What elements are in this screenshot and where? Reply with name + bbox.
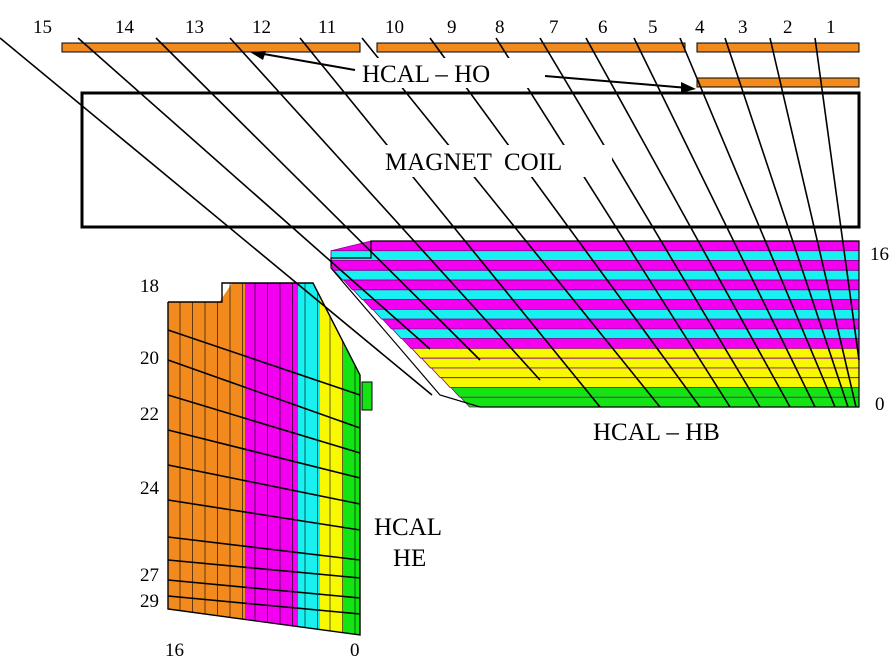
- hb-layer-8: [381, 318, 860, 330]
- hb-layer-11: [411, 348, 860, 359]
- hb-layer-5: [352, 289, 860, 300]
- hb-layer-15: [450, 387, 860, 398]
- tower-label-2: 2: [783, 17, 793, 38]
- eta-line-20: [167, 499, 361, 531]
- he-bottom-label-left: 16: [165, 640, 184, 661]
- hb-layer-16: [459, 396, 860, 408]
- eta-line-10: [633, 37, 816, 408]
- ho-label: HCAL – HO: [362, 61, 490, 88]
- he-label-22: 22: [140, 404, 159, 425]
- tower-label-6: 6: [598, 17, 608, 38]
- ho-segment-inner: [696, 77, 860, 88]
- eta-line-24: [167, 595, 361, 615]
- tower-label-5: 5: [648, 17, 658, 38]
- tower-label-11: 11: [318, 17, 336, 38]
- ho-label-bg: [358, 58, 540, 88]
- ho-arrow-right-head: [681, 82, 696, 93]
- he-bottom-label-right: 0: [350, 640, 360, 661]
- eta-line-18: [167, 429, 361, 479]
- tower-label-4: 4: [695, 17, 705, 38]
- hb-depth-label-bottom: 0: [875, 394, 885, 415]
- hb-layer-0: [330, 240, 860, 252]
- ho-segment-left: [61, 42, 361, 53]
- tower-label-10: 10: [385, 17, 404, 38]
- eta-tower-lines: [0, 37, 860, 615]
- ho-arrow-left: [257, 52, 356, 71]
- hcal-ho-segments: [61, 42, 860, 88]
- tower-label-15: 15: [33, 17, 52, 38]
- tower-label-8: 8: [495, 17, 505, 38]
- hb-layer-6: [362, 299, 860, 310]
- eta-line-7: [495, 37, 731, 408]
- he-label-24: 24: [140, 478, 160, 499]
- tower-label-1: 1: [826, 17, 836, 38]
- eta-line-15: [167, 329, 361, 396]
- he-column-4: [343, 341, 360, 635]
- hb-depth-label-top: 16: [870, 244, 889, 265]
- he-column-3: [320, 296, 343, 633]
- eta-line-23: [167, 579, 361, 599]
- he-side-labels: 18 20 22 24 27 29: [140, 276, 160, 612]
- eta-line-6: [429, 37, 701, 408]
- eta-line-9: [585, 37, 791, 408]
- eta-line-8: [539, 37, 761, 408]
- eta-line-13: [769, 37, 857, 408]
- hb-layer-1: [330, 250, 860, 261]
- he-label-line2: HE: [393, 545, 426, 572]
- tower-label-9: 9: [447, 17, 457, 38]
- hb-layer-2: [330, 260, 860, 271]
- he-label-18: 18: [140, 276, 159, 297]
- hb-layer-13: [430, 367, 860, 379]
- hb-label: HCAL – HB: [593, 419, 720, 446]
- tower-label-14: 14: [115, 17, 135, 38]
- he-label-line1: HCAL: [374, 514, 442, 541]
- eta-line-17: [167, 394, 361, 454]
- hb-layer-7: [371, 308, 860, 320]
- he-label-29: 29: [140, 591, 159, 612]
- eta-line-22: [167, 559, 361, 579]
- eta-line-1: [77, 37, 431, 350]
- ho-segment-right: [696, 42, 860, 53]
- ho-arrow-right: [544, 75, 689, 89]
- tower-label-7: 7: [549, 17, 559, 38]
- he-column-2: [298, 283, 320, 630]
- tower-label-3: 3: [738, 17, 748, 38]
- hb-green-tab: [361, 381, 373, 411]
- ho-label-group: HCAL – HO: [250, 51, 696, 93]
- hb-layer-9: [391, 328, 860, 340]
- eta-line-0: [0, 37, 433, 396]
- eta-line-5: [361, 37, 661, 408]
- eta-line-4: [299, 37, 601, 408]
- tower-label-13: 13: [185, 17, 204, 38]
- he-label-20: 20: [140, 348, 159, 369]
- magnet-label-bg: [380, 145, 612, 177]
- ho-arrow-left-head: [250, 51, 266, 60]
- eta-line-19: [167, 464, 361, 505]
- eta-line-16: [167, 359, 361, 429]
- ho-segment-middle: [376, 42, 686, 53]
- hb-layer-14: [440, 377, 860, 388]
- eta-line-3: [229, 37, 541, 381]
- eta-line-12: [724, 37, 849, 408]
- eta-line-21: [167, 536, 361, 561]
- eta-line-2: [155, 37, 481, 361]
- eta-line-14: [814, 37, 860, 361]
- he-column-1: [245, 283, 298, 627]
- tower-index-labels: 15 14 13 12 11 10 9 8 7 6 5 4 3 2 1: [33, 17, 836, 38]
- tower-label-12: 12: [252, 17, 271, 38]
- eta-line-11: [679, 37, 836, 408]
- he-outline: [167, 282, 361, 636]
- hb-outline: [330, 240, 860, 408]
- hb-layer-10: [401, 338, 860, 349]
- he-label-27: 27: [140, 565, 159, 586]
- magnet-coil-label: MAGNET COIL: [385, 149, 562, 176]
